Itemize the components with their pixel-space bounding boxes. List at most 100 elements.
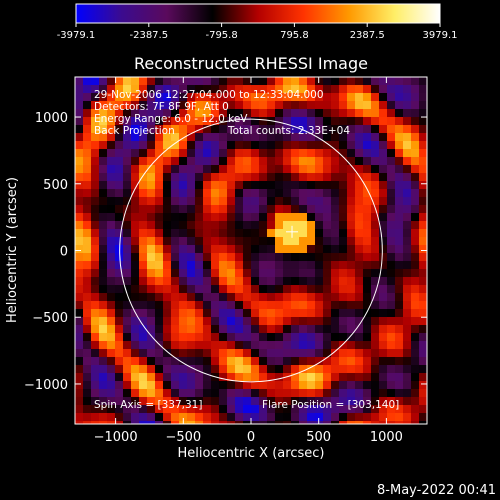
heatmap-cell bbox=[307, 165, 315, 173]
heatmap-cell bbox=[251, 365, 259, 373]
heatmap-cell bbox=[155, 381, 163, 389]
heatmap-cell bbox=[307, 205, 315, 213]
heatmap-cell bbox=[99, 149, 107, 157]
heatmap-cell bbox=[275, 133, 283, 141]
heatmap-cell bbox=[347, 221, 355, 229]
heatmap-cell bbox=[99, 389, 107, 397]
heatmap-cell bbox=[371, 181, 379, 189]
heatmap-cell bbox=[187, 365, 195, 373]
heatmap-cell bbox=[211, 157, 219, 165]
heatmap-cell bbox=[179, 173, 187, 181]
heatmap-cell bbox=[195, 229, 203, 237]
heatmap-cell bbox=[363, 77, 371, 85]
heatmap-cell bbox=[147, 309, 155, 317]
heatmap-cell bbox=[203, 285, 211, 293]
heatmap-cell bbox=[179, 133, 187, 141]
heatmap-cell bbox=[139, 237, 147, 245]
heatmap-cell bbox=[347, 181, 355, 189]
heatmap-cell bbox=[339, 261, 347, 269]
heatmap-cell bbox=[291, 221, 299, 229]
heatmap-cell bbox=[363, 165, 371, 173]
heatmap-cell bbox=[147, 109, 155, 117]
heatmap-cell bbox=[107, 333, 115, 341]
heatmap-cell bbox=[147, 301, 155, 309]
heatmap-cell bbox=[419, 165, 427, 173]
heatmap-cell bbox=[307, 405, 315, 413]
heatmap-cell bbox=[371, 133, 379, 141]
heatmap-cell bbox=[419, 269, 427, 277]
heatmap-cell bbox=[83, 109, 91, 117]
heatmap-cell bbox=[203, 221, 211, 229]
heatmap-cell bbox=[187, 373, 195, 381]
heatmap-cell bbox=[219, 205, 227, 213]
heatmap-cell bbox=[187, 221, 195, 229]
heatmap-cell bbox=[259, 237, 267, 245]
heatmap-cell bbox=[331, 357, 339, 365]
heatmap-cell bbox=[75, 397, 83, 405]
heatmap-cell bbox=[75, 125, 83, 133]
heatmap-cell bbox=[99, 181, 107, 189]
heatmap-cell bbox=[323, 413, 331, 421]
heatmap-cell bbox=[355, 285, 363, 293]
heatmap-cell bbox=[259, 141, 267, 149]
heatmap-cell bbox=[251, 397, 259, 405]
heatmap-cell bbox=[291, 405, 299, 413]
heatmap-cell bbox=[179, 285, 187, 293]
heatmap-cell bbox=[203, 397, 211, 405]
heatmap-cells bbox=[75, 77, 427, 424]
heatmap-cell bbox=[235, 85, 243, 93]
heatmap-cell bbox=[99, 157, 107, 165]
heatmap-cell bbox=[123, 309, 131, 317]
heatmap-cell bbox=[155, 349, 163, 357]
heatmap-cell bbox=[243, 221, 251, 229]
heatmap-cell bbox=[283, 101, 291, 109]
heatmap-cell bbox=[211, 133, 219, 141]
heatmap-cell bbox=[283, 149, 291, 157]
heatmap-cell bbox=[323, 85, 331, 93]
heatmap-cell bbox=[395, 109, 403, 117]
heatmap-cell bbox=[331, 413, 339, 421]
heatmap-cell bbox=[147, 285, 155, 293]
heatmap-cell bbox=[267, 85, 275, 93]
heatmap-cell bbox=[363, 173, 371, 181]
heatmap-cell bbox=[131, 173, 139, 181]
heatmap-cell bbox=[115, 197, 123, 205]
heatmap-cell bbox=[363, 261, 371, 269]
heatmap-cell bbox=[347, 205, 355, 213]
heatmap-cell bbox=[411, 77, 419, 85]
heatmap-cell bbox=[395, 253, 403, 261]
heatmap-cell bbox=[99, 325, 107, 333]
heatmap-cell bbox=[363, 357, 371, 365]
heatmap-cell bbox=[211, 85, 219, 93]
heatmap-cell bbox=[131, 149, 139, 157]
heatmap-cell bbox=[139, 277, 147, 285]
heatmap-cell bbox=[227, 221, 235, 229]
heatmap-cell bbox=[91, 349, 99, 357]
heatmap-cell bbox=[123, 173, 131, 181]
heatmap-cell bbox=[331, 245, 339, 253]
heatmap-cell bbox=[227, 309, 235, 317]
heatmap-cell bbox=[259, 181, 267, 189]
heatmap-cell bbox=[203, 269, 211, 277]
heatmap-cell bbox=[163, 93, 171, 101]
heatmap-cell bbox=[259, 165, 267, 173]
heatmap-cell bbox=[139, 365, 147, 373]
heatmap-cell bbox=[243, 389, 251, 397]
heatmap-cell bbox=[99, 237, 107, 245]
heatmap-cell bbox=[387, 229, 395, 237]
heatmap-cell bbox=[283, 301, 291, 309]
heatmap-cell bbox=[411, 285, 419, 293]
heatmap-cell bbox=[195, 181, 203, 189]
heatmap-cell bbox=[147, 237, 155, 245]
heatmap-cell bbox=[115, 229, 123, 237]
heatmap-cell bbox=[419, 317, 427, 325]
heatmap-cell bbox=[363, 157, 371, 165]
heatmap-cell bbox=[195, 421, 203, 424]
heatmap-cell bbox=[355, 149, 363, 157]
heatmap-cell bbox=[291, 141, 299, 149]
heatmap-cell bbox=[251, 317, 259, 325]
heatmap-cell bbox=[147, 197, 155, 205]
heatmap-cell bbox=[187, 277, 195, 285]
y-tick-label: 500 bbox=[43, 178, 68, 193]
heatmap-cell bbox=[323, 389, 331, 397]
